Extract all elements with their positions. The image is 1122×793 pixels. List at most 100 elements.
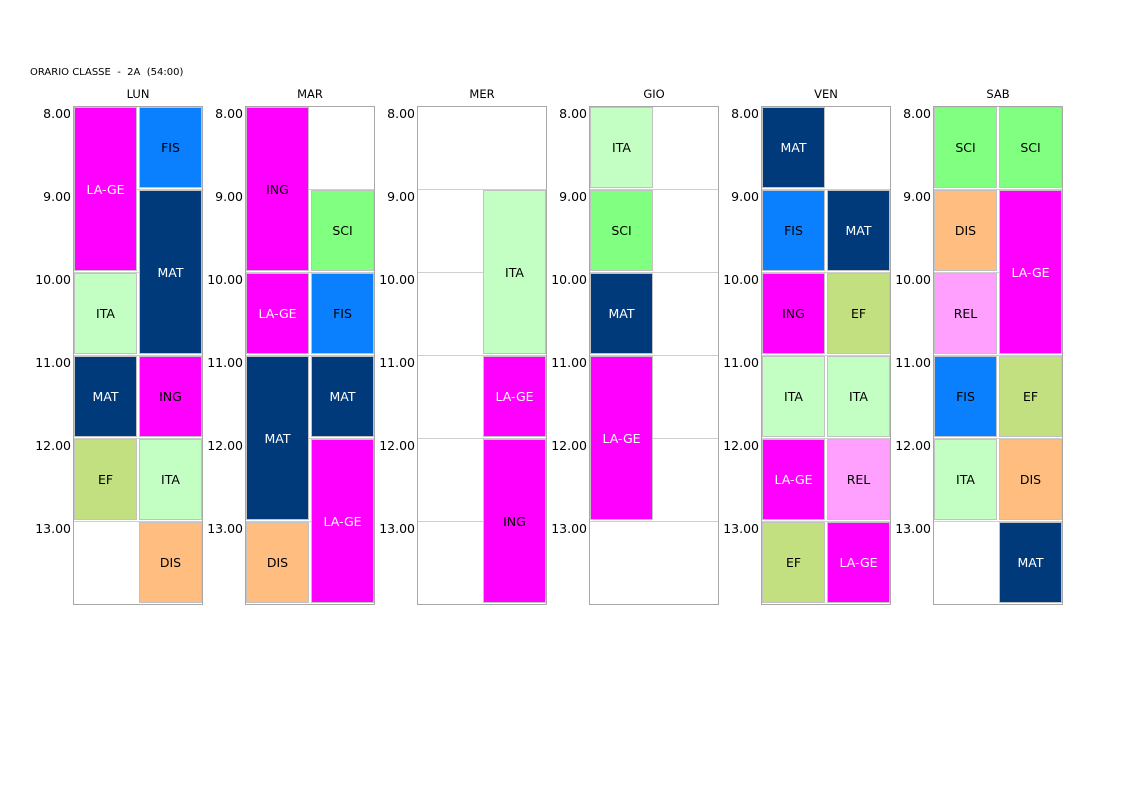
lesson-label: DIS (266, 555, 289, 570)
lesson-la-ge[interactable]: LA-GE (483, 356, 546, 437)
lesson-rel[interactable]: REL (934, 273, 997, 354)
time-label: 13.00 (35, 521, 71, 536)
lesson-label: EF (1022, 389, 1039, 404)
time-label: 11.00 (207, 355, 243, 370)
time-label: 10.00 (723, 272, 759, 287)
lesson-ing[interactable]: ING (762, 273, 825, 354)
grid-line (74, 272, 202, 273)
lesson-mat[interactable]: MAT (311, 356, 374, 437)
lesson-label: ITA (849, 389, 868, 404)
lesson-label: MAT (157, 264, 184, 280)
lesson-label: LA-GE (1011, 264, 1050, 280)
time-label: 10.00 (35, 272, 71, 287)
lesson-label: LA-GE (323, 513, 362, 529)
lesson-label: EF (785, 555, 802, 570)
grid-line (934, 438, 1062, 439)
lesson-ita[interactable]: ITA (74, 273, 137, 354)
lesson-label: ITA (96, 306, 115, 321)
time-label: 10.00 (379, 272, 415, 287)
lesson-ita[interactable]: ITA (483, 190, 546, 354)
lesson-la-ge[interactable]: LA-GE (762, 439, 825, 520)
lesson-la-ge[interactable]: LA-GE (590, 356, 653, 520)
lesson-la-ge[interactable]: LA-GE (827, 522, 890, 603)
lesson-la-ge[interactable]: LA-GE (74, 107, 137, 271)
lesson-fis[interactable]: FIS (934, 356, 997, 437)
lesson-mat[interactable]: MAT (999, 522, 1062, 603)
lesson-la-ge[interactable]: LA-GE (999, 190, 1062, 354)
lesson-label: MAT (92, 389, 119, 404)
time-label: 8.00 (387, 106, 415, 121)
time-label: 13.00 (551, 521, 587, 536)
lesson-ef[interactable]: EF (999, 356, 1062, 437)
lesson-rel[interactable]: REL (827, 439, 890, 520)
lesson-label: ITA (784, 389, 803, 404)
lesson-sci[interactable]: SCI (590, 190, 653, 271)
lesson-la-ge[interactable]: LA-GE (311, 439, 374, 603)
lesson-label: LA-GE (258, 306, 297, 321)
time-label: 12.00 (551, 438, 587, 453)
lesson-ef[interactable]: EF (827, 273, 890, 354)
lesson-mat[interactable]: MAT (74, 356, 137, 437)
time-label: 13.00 (895, 521, 931, 536)
grid-line (74, 438, 202, 439)
lesson-fis[interactable]: FIS (762, 190, 825, 271)
lesson-mat[interactable]: MAT (827, 190, 890, 271)
lesson-la-ge[interactable]: LA-GE (246, 273, 309, 354)
lesson-mat[interactable]: MAT (139, 190, 202, 354)
lesson-ita[interactable]: ITA (590, 107, 653, 188)
lesson-ing[interactable]: ING (246, 107, 309, 271)
lesson-label: LA-GE (86, 181, 125, 197)
lesson-sci[interactable]: SCI (934, 107, 997, 188)
lesson-label: ITA (505, 264, 524, 280)
lesson-label: FIS (956, 389, 975, 404)
lesson-ing[interactable]: ING (483, 439, 546, 603)
lesson-label: ING (159, 389, 182, 404)
lesson-ef[interactable]: EF (762, 522, 825, 603)
lesson-sci[interactable]: SCI (999, 107, 1062, 188)
day-grid-gio (589, 106, 719, 605)
lesson-ita[interactable]: ITA (827, 356, 890, 437)
lesson-ita[interactable]: ITA (139, 439, 202, 520)
grid-line (246, 189, 374, 190)
lesson-mat[interactable]: MAT (762, 107, 825, 188)
lesson-label: MAT (780, 140, 807, 155)
grid-line (762, 272, 890, 273)
lesson-fis[interactable]: FIS (311, 273, 374, 354)
time-label: 8.00 (731, 106, 759, 121)
lesson-ita[interactable]: ITA (934, 439, 997, 520)
lesson-dis[interactable]: DIS (934, 190, 997, 271)
lesson-dis[interactable]: DIS (246, 522, 309, 603)
lesson-label: SCI (611, 223, 632, 238)
lesson-ef[interactable]: EF (74, 439, 137, 520)
lesson-dis[interactable]: DIS (999, 439, 1062, 520)
grid-line (934, 272, 1062, 273)
grid-line (418, 189, 546, 190)
lesson-mat[interactable]: MAT (246, 356, 309, 520)
lesson-label: DIS (1019, 472, 1042, 487)
time-label: 9.00 (215, 189, 243, 204)
grid-line (418, 438, 546, 439)
lesson-label: ING (266, 181, 289, 197)
time-label: 12.00 (35, 438, 71, 453)
time-label: 8.00 (559, 106, 587, 121)
time-label: 8.00 (43, 106, 71, 121)
lesson-ita[interactable]: ITA (762, 356, 825, 437)
day-header-gio: GIO (643, 87, 665, 101)
grid-line (934, 355, 1062, 356)
lesson-label: FIS (784, 223, 803, 238)
lesson-mat[interactable]: MAT (590, 273, 653, 354)
lesson-sci[interactable]: SCI (311, 190, 374, 271)
grid-line (418, 521, 546, 522)
time-label: 12.00 (379, 438, 415, 453)
lesson-label: REL (953, 306, 978, 321)
lesson-ing[interactable]: ING (139, 356, 202, 437)
lesson-dis[interactable]: DIS (139, 522, 202, 603)
lesson-label: MAT (1017, 555, 1044, 570)
grid-line (934, 521, 1062, 522)
lesson-fis[interactable]: FIS (139, 107, 202, 188)
time-label: 8.00 (215, 106, 243, 121)
time-label: 8.00 (903, 106, 931, 121)
day-header-lun: LUN (126, 87, 150, 101)
grid-line (418, 272, 546, 273)
grid-line (590, 438, 718, 439)
